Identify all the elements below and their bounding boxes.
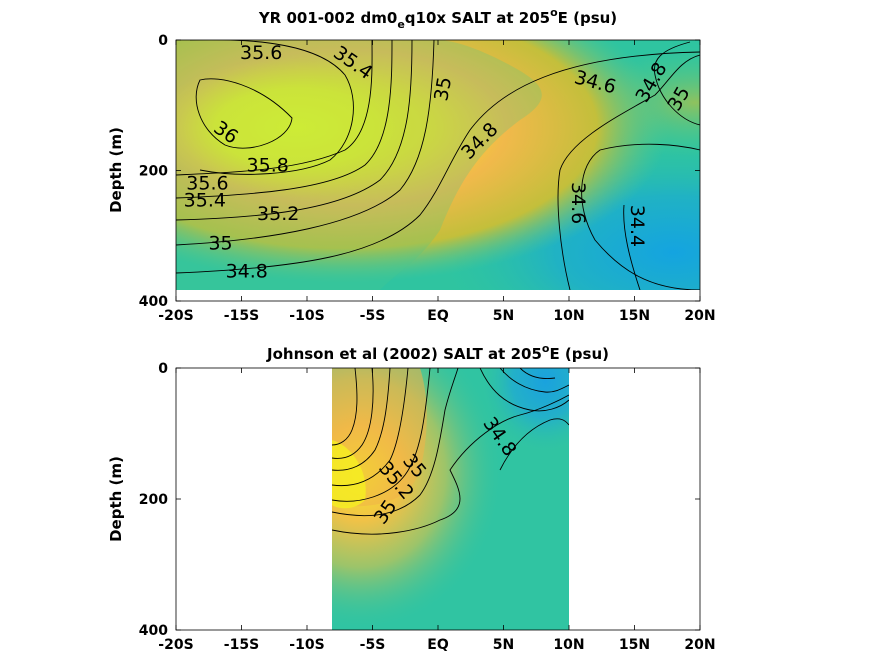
x-tick-label: EQ (427, 637, 449, 653)
y-tick-label: 400 (139, 294, 168, 310)
y-tick-label: 400 (139, 623, 168, 639)
panel2-contours (332, 368, 569, 535)
panel1-y-axis: 0 200 400 (139, 33, 700, 310)
x-tick-label: EQ (427, 308, 449, 324)
y-tick-label: 0 (158, 33, 168, 49)
contour-label: 35 (208, 233, 232, 255)
contour-label: 35.2 (257, 203, 299, 225)
panel2-x-axis: -20S -15S -10S -5S EQ 5N 10N 15N 20N (158, 368, 716, 653)
x-tick-label: -5S (360, 308, 386, 324)
x-tick-label: 20N (684, 308, 715, 324)
contour-label: 34.6 (567, 182, 589, 224)
panel1-contours (176, 40, 700, 290)
contour-label: 35.4 (184, 190, 226, 212)
y-tick-label: 0 (158, 361, 168, 377)
x-tick-label: -15S (224, 637, 259, 653)
x-tick-label: 20N (684, 637, 715, 653)
x-tick-label: 15N (619, 637, 650, 653)
panel1-x-axis: -20S -15S -10S -5S EQ 5N 10N 15N 20N (158, 40, 716, 324)
panel2-heatmap (332, 368, 569, 630)
contour-label: 35.6 (186, 173, 228, 195)
panel-1: YR 001-002 dm0eq10x SALT at 205oE (psu) … (107, 6, 716, 324)
x-tick-label: 5N (493, 637, 514, 653)
x-tick-label: 10N (553, 308, 584, 324)
contour-label: 34.8 (226, 261, 268, 283)
panel2-title: Johnson et al (2002) SALT at 205oE (psu) (266, 342, 609, 363)
x-tick-label: 5N (493, 308, 514, 324)
contour-label: 34.4 (626, 205, 648, 247)
panel1-y-label: Depth (m) (107, 127, 125, 213)
x-tick-label: -15S (224, 308, 259, 324)
x-tick-label: 15N (619, 308, 650, 324)
panel-2: Johnson et al (2002) SALT at 205oE (psu)… (107, 342, 716, 653)
contour-label: 35 (430, 75, 456, 103)
x-tick-label: -10S (289, 308, 324, 324)
x-tick-label: -20S (158, 308, 193, 324)
panel2-y-axis: 0 200 400 (139, 361, 700, 639)
x-tick-label: -10S (289, 637, 324, 653)
x-tick-label: -20S (158, 637, 193, 653)
contour-label: 35.6 (240, 42, 282, 64)
panel1-title: YR 001-002 dm0eq10x SALT at 205oE (psu) (258, 6, 617, 31)
panel2-y-label: Depth (m) (107, 456, 125, 542)
panel1-heatmap (176, 40, 700, 290)
x-tick-label: -5S (360, 637, 386, 653)
y-tick-label: 200 (139, 164, 168, 180)
y-tick-label: 200 (139, 492, 168, 508)
x-tick-label: 10N (553, 637, 584, 653)
contour-label: 35.8 (247, 154, 289, 176)
